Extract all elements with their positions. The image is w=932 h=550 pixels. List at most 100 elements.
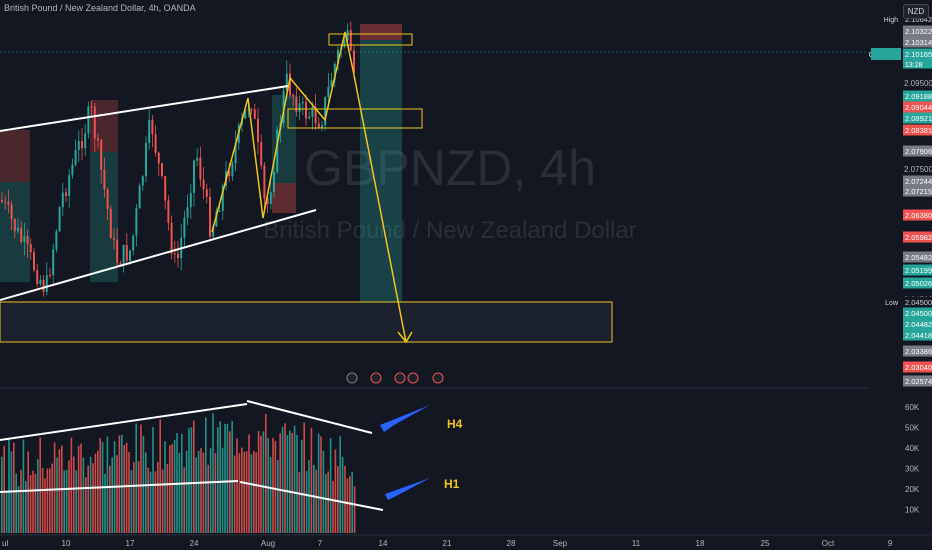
time-axis[interactable]: ul 10 17 24 Aug 7 14 21 28 Sep 11 18 25 Oct 9 [0, 534, 932, 548]
price-label: 2.05199 [905, 266, 932, 275]
volume-bar [301, 439, 303, 533]
volume-bar [325, 474, 327, 533]
candle-body [250, 109, 253, 111]
volume-bar [260, 435, 262, 533]
price-label: 2.02574 [905, 377, 932, 386]
volume-bar [15, 473, 17, 533]
candle-body [282, 90, 285, 124]
volume-bar [118, 435, 121, 533]
volume-bar [291, 432, 293, 533]
candle-body [327, 86, 330, 98]
volume-bars [1, 413, 356, 533]
candle-body [141, 176, 144, 186]
price-label: 2.05982 [905, 233, 932, 242]
volume-bar [164, 441, 166, 533]
volume-bar [197, 450, 200, 533]
candle-body [122, 244, 125, 265]
candle-body [164, 175, 167, 201]
candle-body [353, 50, 355, 73]
watermark-name: British Pound / New Zealand Dollar [263, 217, 637, 244]
currency-button[interactable]: NZD [903, 4, 929, 19]
volume-bar [104, 473, 106, 533]
candle-body [58, 207, 61, 232]
candle-body [93, 106, 96, 139]
time-tick: 7 [318, 539, 323, 548]
candle-body [77, 141, 80, 150]
candle-body [13, 219, 16, 232]
volume-bar [87, 465, 89, 533]
volume-bar [133, 462, 135, 533]
volume-bar [296, 435, 298, 533]
candle-body [68, 175, 71, 196]
volume-bar [46, 468, 49, 533]
volume-bar [202, 452, 205, 533]
candle-body [343, 40, 346, 48]
volume-bar [20, 469, 22, 533]
volume-bar [82, 457, 85, 533]
price-label: 2.09188 [905, 92, 932, 101]
position-zones [0, 24, 613, 343]
volume-bar [315, 469, 317, 533]
candle-body [148, 119, 151, 144]
zone-profit [360, 40, 402, 302]
volume-bar [332, 480, 334, 533]
price-label: 2.05482 [905, 253, 932, 262]
price-label: 2.07244 [905, 177, 932, 186]
volume-bar [140, 424, 142, 533]
volume-bar [169, 445, 171, 533]
volume-bar [293, 425, 296, 533]
candle-body [135, 208, 138, 236]
volume-bar [317, 433, 320, 533]
candle-body [119, 263, 122, 265]
volume-bar [269, 457, 272, 533]
candle-body [183, 217, 186, 238]
volume-bar [195, 457, 197, 533]
price-label-bg [903, 124, 932, 136]
channel-lower-line [0, 209, 317, 301]
candle-body [132, 235, 135, 251]
time-tick: Aug [261, 539, 275, 548]
price-label-bg [903, 318, 932, 330]
volume-axis: 60K 50K 40K 30K 20K 10K [905, 403, 920, 515]
time-tick: 28 [507, 539, 516, 548]
price-tag-label: Low [885, 300, 899, 307]
price-label: 2.05026 [905, 279, 932, 288]
watermark-symbol: GBPNZD, 4h [304, 140, 596, 196]
price-label-bg [903, 264, 932, 276]
volume-bar [41, 467, 44, 533]
volume-bar [310, 427, 313, 533]
candle-body [116, 239, 119, 264]
support-zone [287, 108, 423, 129]
volume-bar [152, 427, 154, 533]
volume-bar [281, 426, 284, 533]
volume-bar [85, 477, 87, 533]
volume-bar [279, 433, 281, 533]
zone-loss [360, 24, 402, 40]
candle-body [33, 252, 35, 271]
price-label-bg [903, 185, 932, 197]
volume-bar [97, 450, 99, 533]
price-label-bg [903, 277, 932, 289]
price-label-bg [903, 112, 932, 124]
candle-body [298, 103, 301, 112]
volume-bar [339, 436, 341, 533]
candle-body [71, 164, 74, 176]
volume-bar [149, 471, 152, 533]
volume-bar [327, 471, 329, 533]
volume-bar [147, 467, 149, 533]
candle-body [4, 201, 7, 203]
candle-body [276, 129, 279, 172]
countdown-bg [903, 59, 932, 69]
volume-bar [154, 471, 157, 533]
volume-bar [25, 480, 27, 533]
price-label-bg [903, 361, 932, 373]
volume-bar [63, 470, 65, 533]
volume-bar [341, 456, 344, 533]
candle-body [154, 134, 157, 153]
volume-bar [190, 427, 193, 533]
drawings[interactable] [0, 31, 870, 511]
target-zone [0, 301, 613, 343]
price-axis[interactable]: 2.09500 2.07500 2.04500 High 2.10642 2.10322 2… [869, 0, 932, 550]
time-tick: 21 [443, 539, 452, 548]
